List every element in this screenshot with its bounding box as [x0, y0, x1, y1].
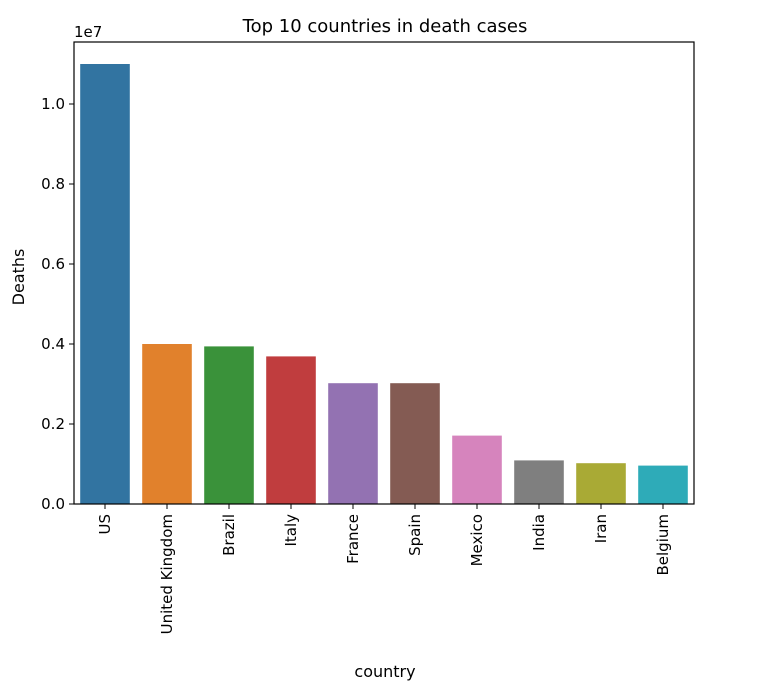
bar-italy	[266, 356, 316, 504]
x-tick-label: India	[530, 514, 548, 551]
bar-spain	[390, 383, 440, 504]
bar-mexico	[452, 435, 502, 504]
x-axis-label: country	[354, 662, 415, 681]
y-tick-label: 0.4	[41, 335, 65, 353]
bar-brazil	[204, 346, 254, 504]
bars-group	[80, 64, 688, 504]
x-tick-label: Mexico	[468, 514, 486, 566]
y-tick-label: 0.6	[41, 255, 65, 273]
x-ticks-group: US United Kingdom Brazil Italy France Spain Me…	[96, 504, 672, 634]
x-tick-label: US	[96, 514, 114, 535]
y-tick-label: 1.0	[41, 95, 65, 113]
y-tick-label: 0.0	[41, 495, 65, 513]
y-tick-label: 0.2	[41, 415, 65, 433]
x-tick-label: France	[344, 514, 362, 564]
x-tick-label: Italy	[282, 514, 300, 547]
y-tick-label: 0.8	[41, 175, 65, 193]
chart-title: Top 10 countries in death cases	[242, 16, 528, 37]
x-tick-label: Belgium	[654, 514, 672, 576]
bar-france	[328, 383, 378, 504]
y-offset-text: 1e7	[74, 23, 102, 41]
x-tick-label: Brazil	[220, 514, 238, 556]
plot-frame	[73, 41, 695, 505]
bar-us	[80, 64, 130, 504]
bar-belgium	[638, 465, 688, 504]
bar-india	[514, 460, 564, 504]
bar-united-kingdom	[142, 344, 192, 504]
x-tick-label: Spain	[406, 514, 424, 556]
x-tick-label: United Kingdom	[158, 514, 176, 634]
y-axis-label: Deaths	[9, 249, 28, 306]
bar-iran	[576, 463, 626, 504]
x-tick-label: Iran	[592, 514, 610, 543]
y-ticks-group: 0.0 0.2 0.4 0.6 0.8 1.0	[41, 95, 74, 513]
